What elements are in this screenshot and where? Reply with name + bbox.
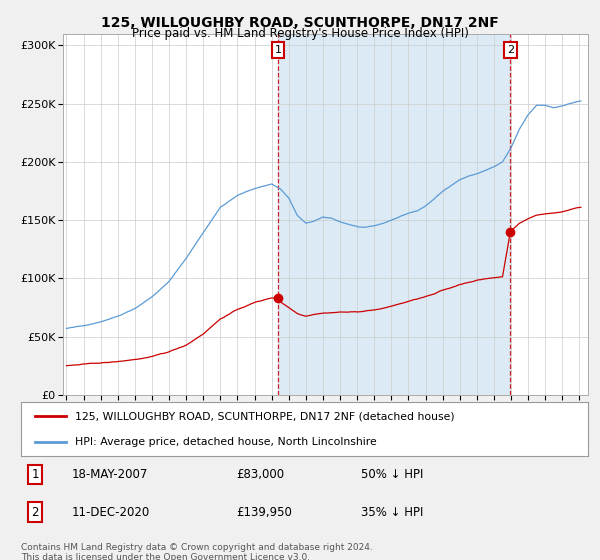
- Text: 1: 1: [31, 468, 39, 481]
- Text: This data is licensed under the Open Government Licence v3.0.: This data is licensed under the Open Gov…: [21, 553, 310, 560]
- Text: Contains HM Land Registry data © Crown copyright and database right 2024.: Contains HM Land Registry data © Crown c…: [21, 543, 373, 552]
- Bar: [278, 34, 510, 395]
- Text: 50% ↓ HPI: 50% ↓ HPI: [361, 468, 424, 481]
- Text: 2: 2: [506, 45, 514, 55]
- Text: 35% ↓ HPI: 35% ↓ HPI: [361, 506, 424, 519]
- Text: 125, WILLOUGHBY ROAD, SCUNTHORPE, DN17 2NF (detached house): 125, WILLOUGHBY ROAD, SCUNTHORPE, DN17 2…: [75, 412, 454, 421]
- Text: 125, WILLOUGHBY ROAD, SCUNTHORPE, DN17 2NF: 125, WILLOUGHBY ROAD, SCUNTHORPE, DN17 2…: [101, 16, 499, 30]
- Text: Price paid vs. HM Land Registry's House Price Index (HPI): Price paid vs. HM Land Registry's House …: [131, 27, 469, 40]
- Text: £139,950: £139,950: [236, 506, 292, 519]
- Text: £83,000: £83,000: [236, 468, 284, 481]
- Text: 2: 2: [31, 506, 39, 519]
- Text: 18-MAY-2007: 18-MAY-2007: [72, 468, 148, 481]
- Text: 11-DEC-2020: 11-DEC-2020: [72, 506, 150, 519]
- Text: 1: 1: [275, 45, 281, 55]
- Text: HPI: Average price, detached house, North Lincolnshire: HPI: Average price, detached house, Nort…: [75, 437, 377, 446]
